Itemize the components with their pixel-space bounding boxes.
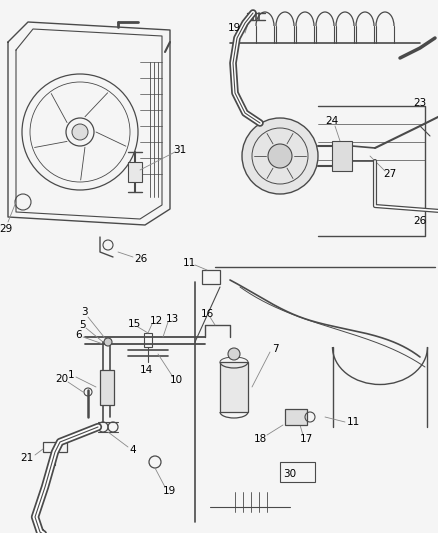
Text: 1: 1 [68,370,74,380]
Bar [332,141,352,171]
Text: 6: 6 [76,330,82,340]
Bar [202,270,220,284]
Text: 11: 11 [346,417,360,427]
Text: 14: 14 [139,365,152,375]
Text: 17: 17 [300,434,313,444]
Text: 29: 29 [0,224,13,234]
Text: 19: 19 [162,486,176,496]
Text: 7: 7 [272,344,278,354]
Text: 26: 26 [413,216,427,226]
Text: 30: 30 [283,469,297,479]
Circle shape [104,338,112,346]
Text: 15: 15 [127,319,141,329]
Bar [43,442,67,452]
Text: 3: 3 [81,307,87,317]
Text: 12: 12 [149,316,162,326]
Circle shape [228,348,240,360]
Text: 4: 4 [130,445,136,455]
Text: 10: 10 [170,375,183,385]
Text: 21: 21 [21,453,34,463]
Circle shape [72,124,88,140]
Text: 11: 11 [182,258,196,268]
Text: 16: 16 [200,309,214,319]
Bar [100,370,114,405]
Circle shape [242,118,318,194]
Text: 31: 31 [173,145,187,155]
Text: 5: 5 [79,320,85,330]
Text: 24: 24 [325,116,339,126]
Circle shape [268,144,292,168]
Text: 20: 20 [56,374,69,384]
Bar [144,333,152,347]
Text: 27: 27 [383,169,397,179]
Bar [220,362,248,412]
Text: 19: 19 [228,23,241,33]
Text: 18: 18 [253,434,267,444]
Text: 13: 13 [166,314,179,324]
Text: 26: 26 [134,254,148,264]
Bar [280,462,315,482]
Bar [128,162,142,182]
Text: 23: 23 [413,98,427,108]
Bar [285,409,307,425]
